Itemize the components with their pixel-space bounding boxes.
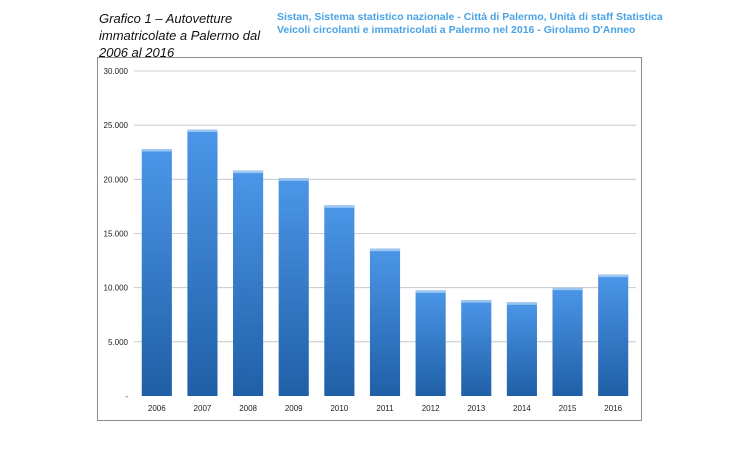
caption-line-1: Grafico 1 – Autovetture bbox=[99, 11, 233, 26]
caption-line-3: 2006 al 2016 bbox=[99, 45, 175, 60]
x-tick-label: 2010 bbox=[330, 404, 348, 413]
y-tick-label: 15.000 bbox=[104, 230, 129, 239]
bar-2010 bbox=[324, 205, 355, 396]
bar-2011 bbox=[369, 248, 401, 396]
x-tick-label: 2016 bbox=[604, 404, 622, 413]
bars bbox=[141, 129, 629, 396]
caption-line-2: immatricolate a Palermo dal bbox=[99, 28, 261, 43]
y-tick-label: 10.000 bbox=[104, 284, 129, 293]
bar-2016 bbox=[598, 274, 629, 396]
bar-top-highlight bbox=[415, 290, 446, 293]
y-tick-label: 5.000 bbox=[108, 338, 129, 347]
bar-2009 bbox=[278, 178, 309, 396]
bar-top-highlight bbox=[278, 178, 309, 181]
x-tick-label: 2015 bbox=[559, 404, 577, 413]
x-axis-tick-labels: 2006 2007 2008 2009 2010 2011 2012 2013 2014 2015… bbox=[148, 404, 623, 413]
bar-top-highlight bbox=[369, 248, 401, 252]
bar-2007 bbox=[187, 129, 218, 396]
bar-top-highlight bbox=[461, 300, 492, 303]
bar-top-highlight bbox=[324, 205, 355, 208]
y-tick-label: 20.000 bbox=[104, 175, 129, 184]
bar-2015 bbox=[552, 287, 583, 396]
bar-chart: - 5.000 10.000 15.000 20.000 25.000 30.000 200… bbox=[104, 67, 636, 413]
source-line-2: Veicoli circolanti e immatricolati a Pal… bbox=[277, 24, 636, 36]
source-note: Sistan, Sistema statistico nazionale - C… bbox=[277, 11, 737, 37]
bar-2006 bbox=[141, 149, 172, 396]
x-tick-label: 2011 bbox=[376, 404, 394, 413]
bar-2008 bbox=[233, 170, 264, 396]
x-tick-label: 2012 bbox=[422, 404, 440, 413]
bar-top-highlight bbox=[506, 302, 537, 305]
bar-top-highlight bbox=[187, 129, 218, 132]
bar-2013 bbox=[461, 300, 492, 396]
chart-caption: Grafico 1 – Autovetture immatricolate a … bbox=[99, 10, 269, 61]
bar-2014 bbox=[506, 302, 537, 396]
x-tick-label: 2007 bbox=[194, 404, 212, 413]
y-tick-label: - bbox=[125, 392, 128, 401]
bar-top-highlight bbox=[141, 149, 172, 152]
bar-top-highlight bbox=[598, 274, 629, 278]
bar-top-highlight bbox=[233, 170, 264, 174]
chart-frame: - 5.000 10.000 15.000 20.000 25.000 30.000 200… bbox=[97, 57, 642, 421]
y-axis-tick-labels: - 5.000 10.000 15.000 20.000 25.000 30.000 bbox=[104, 67, 129, 401]
x-tick-label: 2006 bbox=[148, 404, 166, 413]
source-line-1: Sistan, Sistema statistico nazionale - C… bbox=[277, 11, 663, 23]
x-tick-label: 2008 bbox=[239, 404, 257, 413]
x-tick-label: 2013 bbox=[467, 404, 485, 413]
bar-2012 bbox=[415, 290, 446, 396]
y-tick-label: 30.000 bbox=[104, 67, 129, 76]
bar-top-highlight bbox=[552, 287, 583, 291]
x-tick-label: 2014 bbox=[513, 404, 531, 413]
y-tick-label: 25.000 bbox=[104, 121, 129, 130]
x-tick-label: 2009 bbox=[285, 404, 303, 413]
